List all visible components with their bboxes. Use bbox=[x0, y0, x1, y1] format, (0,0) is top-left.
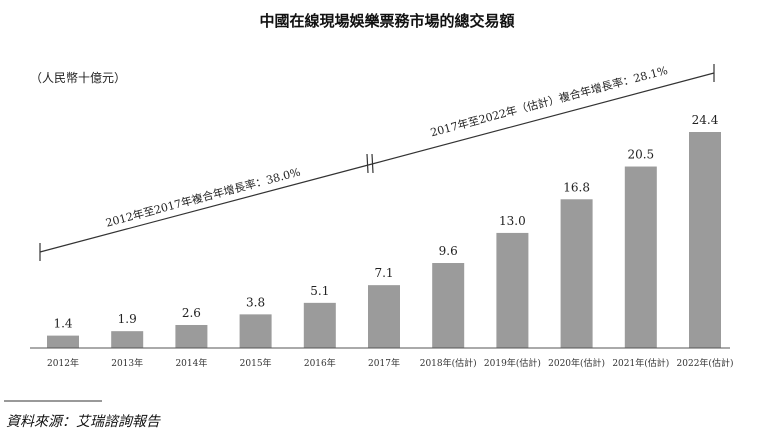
bar-value-label-5: 7.1 bbox=[374, 266, 393, 280]
cagr-line-2012-2017 bbox=[39, 163, 373, 253]
cagr-annotation-2012-2017: 2012年至2017年複合年增長率：38.0% bbox=[39, 153, 374, 261]
x-tick-label-5: 2017年 bbox=[368, 357, 400, 369]
cagr-label-2017-2022: 2017年至2022年（估計）複合年增長率：28.1% bbox=[429, 63, 669, 140]
cagr-line-2017-2022 bbox=[371, 72, 715, 165]
bar-value-label-9: 20.5 bbox=[627, 148, 654, 162]
bar-value-label-6: 9.6 bbox=[439, 244, 458, 258]
x-tick-label-4: 2016年 bbox=[304, 357, 336, 369]
bar-4 bbox=[303, 302, 336, 348]
x-tick-label-6: 2018年(估計) bbox=[420, 357, 477, 369]
bar-value-label-0: 1.4 bbox=[53, 317, 72, 331]
x-tick-label-3: 2015年 bbox=[240, 357, 272, 369]
x-tick-label-8: 2020年(估計) bbox=[548, 357, 605, 369]
bar-8 bbox=[560, 199, 593, 348]
bar-10 bbox=[689, 132, 721, 348]
x-tick-label-10: 2022年(估計) bbox=[677, 357, 734, 369]
cagr-label-2012-2017: 2012年至2017年複合年增長率：38.0% bbox=[104, 165, 302, 230]
bar-value-label-8: 16.8 bbox=[563, 180, 590, 194]
bar-1 bbox=[111, 331, 144, 348]
bar-value-label-1: 1.9 bbox=[118, 312, 137, 326]
x-tick-label-1: 2013年 bbox=[111, 357, 143, 369]
x-tick-label-7: 2019年(估計) bbox=[484, 357, 541, 369]
bar-value-label-2: 2.6 bbox=[182, 306, 201, 320]
bar-6 bbox=[432, 263, 465, 348]
bar-7 bbox=[496, 232, 529, 348]
bar-9 bbox=[624, 166, 657, 348]
bar-2 bbox=[175, 324, 208, 348]
bar-value-label-7: 13.0 bbox=[499, 214, 526, 228]
bar-5 bbox=[368, 285, 400, 348]
bar-value-label-10: 24.4 bbox=[692, 113, 719, 127]
bar-series: 1.4 2012年 1.9 2013年 2.6 2014年 3.8 2015年 5.1 2016年… bbox=[47, 113, 733, 369]
x-tick-label-0: 2012年 bbox=[47, 357, 79, 369]
x-tick-label-9: 2021年(估計) bbox=[612, 357, 669, 369]
unit-label: （人民幣十億元） bbox=[30, 71, 126, 85]
cagr-annotation-2017-2022: 2017年至2022年（估計）複合年增長率：28.1% bbox=[371, 63, 715, 165]
cagr-break-1 bbox=[366, 153, 369, 174]
bar-value-label-4: 5.1 bbox=[310, 284, 329, 298]
source-note: 資料來源：艾瑞諮詢報告 bbox=[6, 414, 161, 430]
bar-0 bbox=[47, 335, 79, 348]
bar-value-label-3: 3.8 bbox=[246, 295, 265, 309]
x-tick-label-2: 2014年 bbox=[175, 357, 207, 369]
bar-3 bbox=[239, 314, 272, 348]
chart-title: 中國在線現場娛樂票務市場的總交易額 bbox=[259, 12, 514, 30]
